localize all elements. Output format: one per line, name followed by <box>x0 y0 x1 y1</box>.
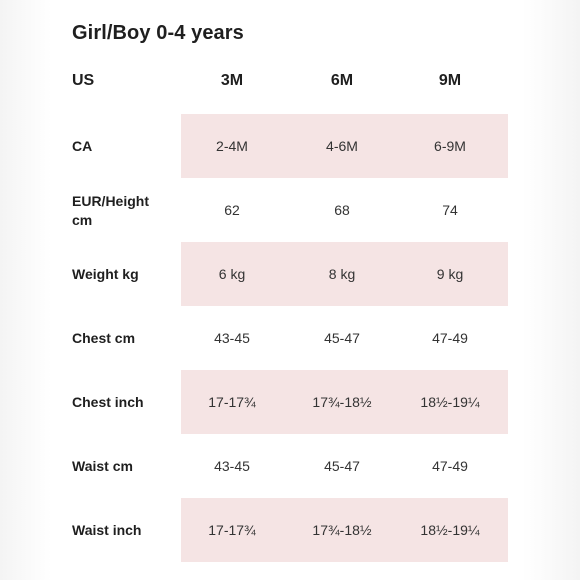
table-cell: 47-49 <box>432 330 468 346</box>
table-row: Waist inch 17-17¾ 17¾-18½ 18½-19¼ <box>0 498 580 562</box>
row-label: Weight kg <box>72 266 139 282</box>
table-cell: 45-47 <box>324 330 360 346</box>
table-cell: 17-17¾ <box>208 394 256 410</box>
right-edge-shadow <box>522 0 580 580</box>
row-label: Chest cm <box>72 330 136 346</box>
table-cell: 17¾-18½ <box>312 394 372 410</box>
header-col-6m: 6M <box>330 72 354 89</box>
table-cell: 9 kg <box>436 266 464 282</box>
table-cell: 47-49 <box>432 458 468 474</box>
table-row: Weight kg 6 kg 8 kg 9 kg <box>0 242 580 306</box>
table-cell: 43-45 <box>214 458 250 474</box>
table-cell: 43-45 <box>214 330 250 346</box>
table-row: CA 2-4M 4-6M 6-9M <box>0 114 580 178</box>
table-header-row: US 3M 6M 9M <box>72 72 508 94</box>
row-label: Waist cm <box>72 458 133 474</box>
table-cell: 62 <box>224 202 240 218</box>
row-shade <box>181 498 508 562</box>
table-cell: 8 kg <box>328 266 356 282</box>
table-cell: 17-17¾ <box>208 522 256 538</box>
table-cell: 18½-19¼ <box>420 394 480 410</box>
table-cell: 6-9M <box>434 138 466 154</box>
row-shade <box>181 114 508 178</box>
header-col-3m: 3M <box>220 72 244 89</box>
table-cell: 18½-19¼ <box>420 522 480 538</box>
page-title: Girl/Boy 0-4 years <box>72 22 244 44</box>
row-label: Chest inch <box>72 394 144 410</box>
table-row: Waist cm 43-45 45-47 47-49 <box>0 434 580 498</box>
row-label: CA <box>72 138 93 154</box>
table-cell: 4-6M <box>326 138 358 154</box>
row-shade <box>181 242 508 306</box>
table-cell: 74 <box>442 202 458 218</box>
row-shade <box>181 370 508 434</box>
table-cell: 2-4M <box>216 138 248 154</box>
header-col-9m: 9M <box>438 72 462 89</box>
left-edge-shadow <box>0 0 52 580</box>
table-cell: 68 <box>334 202 350 218</box>
row-label: EUR/Height cm <box>72 193 149 228</box>
table-row: Chest cm 43-45 45-47 47-49 <box>0 306 580 370</box>
table-cell: 45-47 <box>324 458 360 474</box>
header-label-us: US <box>72 72 95 89</box>
table-cell: 17¾-18½ <box>312 522 372 538</box>
table-cell: 6 kg <box>218 266 246 282</box>
table-row: Chest inch 17-17¾ 17¾-18½ 18½-19¼ <box>0 370 580 434</box>
table-row: EUR/Height cm 62 68 74 <box>0 178 580 242</box>
row-label: Waist inch <box>72 522 142 538</box>
